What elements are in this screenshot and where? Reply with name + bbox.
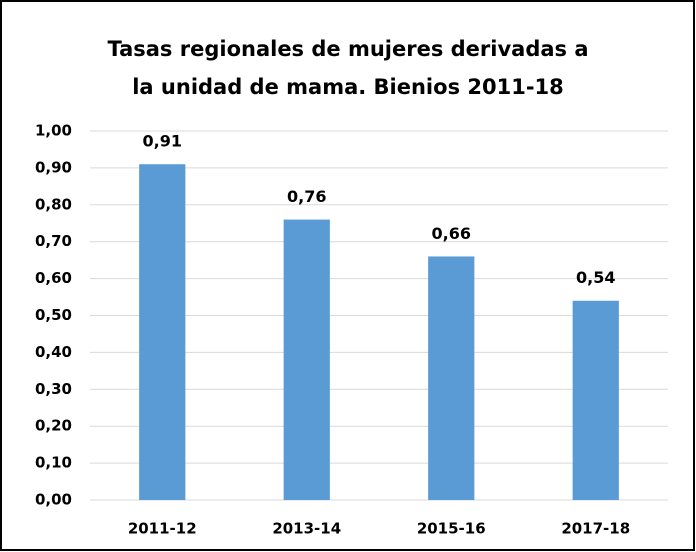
x-tick-label: 2015-16 [417, 520, 486, 538]
y-tick-label: 0,60 [35, 269, 72, 287]
data-label: 0,66 [432, 224, 471, 243]
data-label: 0,91 [143, 132, 182, 151]
bar [428, 256, 475, 500]
y-tick-label: 0,80 [35, 195, 72, 213]
y-tick-label: 1,00 [35, 122, 72, 140]
x-tick-label: 2013-14 [272, 520, 341, 538]
x-tick-label: 2011-12 [128, 520, 197, 538]
x-tick-label: 2017-18 [561, 520, 630, 538]
data-label: 0,76 [287, 187, 326, 206]
y-tick-label: 0,20 [35, 417, 72, 435]
y-tick-label: 0,10 [35, 454, 72, 472]
bar [283, 219, 330, 500]
y-tick-label: 0,50 [35, 306, 72, 324]
y-tick-label: 0,40 [35, 343, 72, 361]
y-tick-label: 0,00 [35, 491, 72, 509]
chart-title: Tasas regionales de mujeres derivadas a … [107, 37, 589, 99]
y-tick-label: 0,30 [35, 380, 72, 398]
y-tick-label: 0,70 [35, 232, 72, 250]
bar [139, 164, 186, 500]
y-tick-label: 0,90 [35, 158, 72, 176]
data-label: 0,54 [576, 268, 615, 287]
bar [572, 300, 619, 500]
